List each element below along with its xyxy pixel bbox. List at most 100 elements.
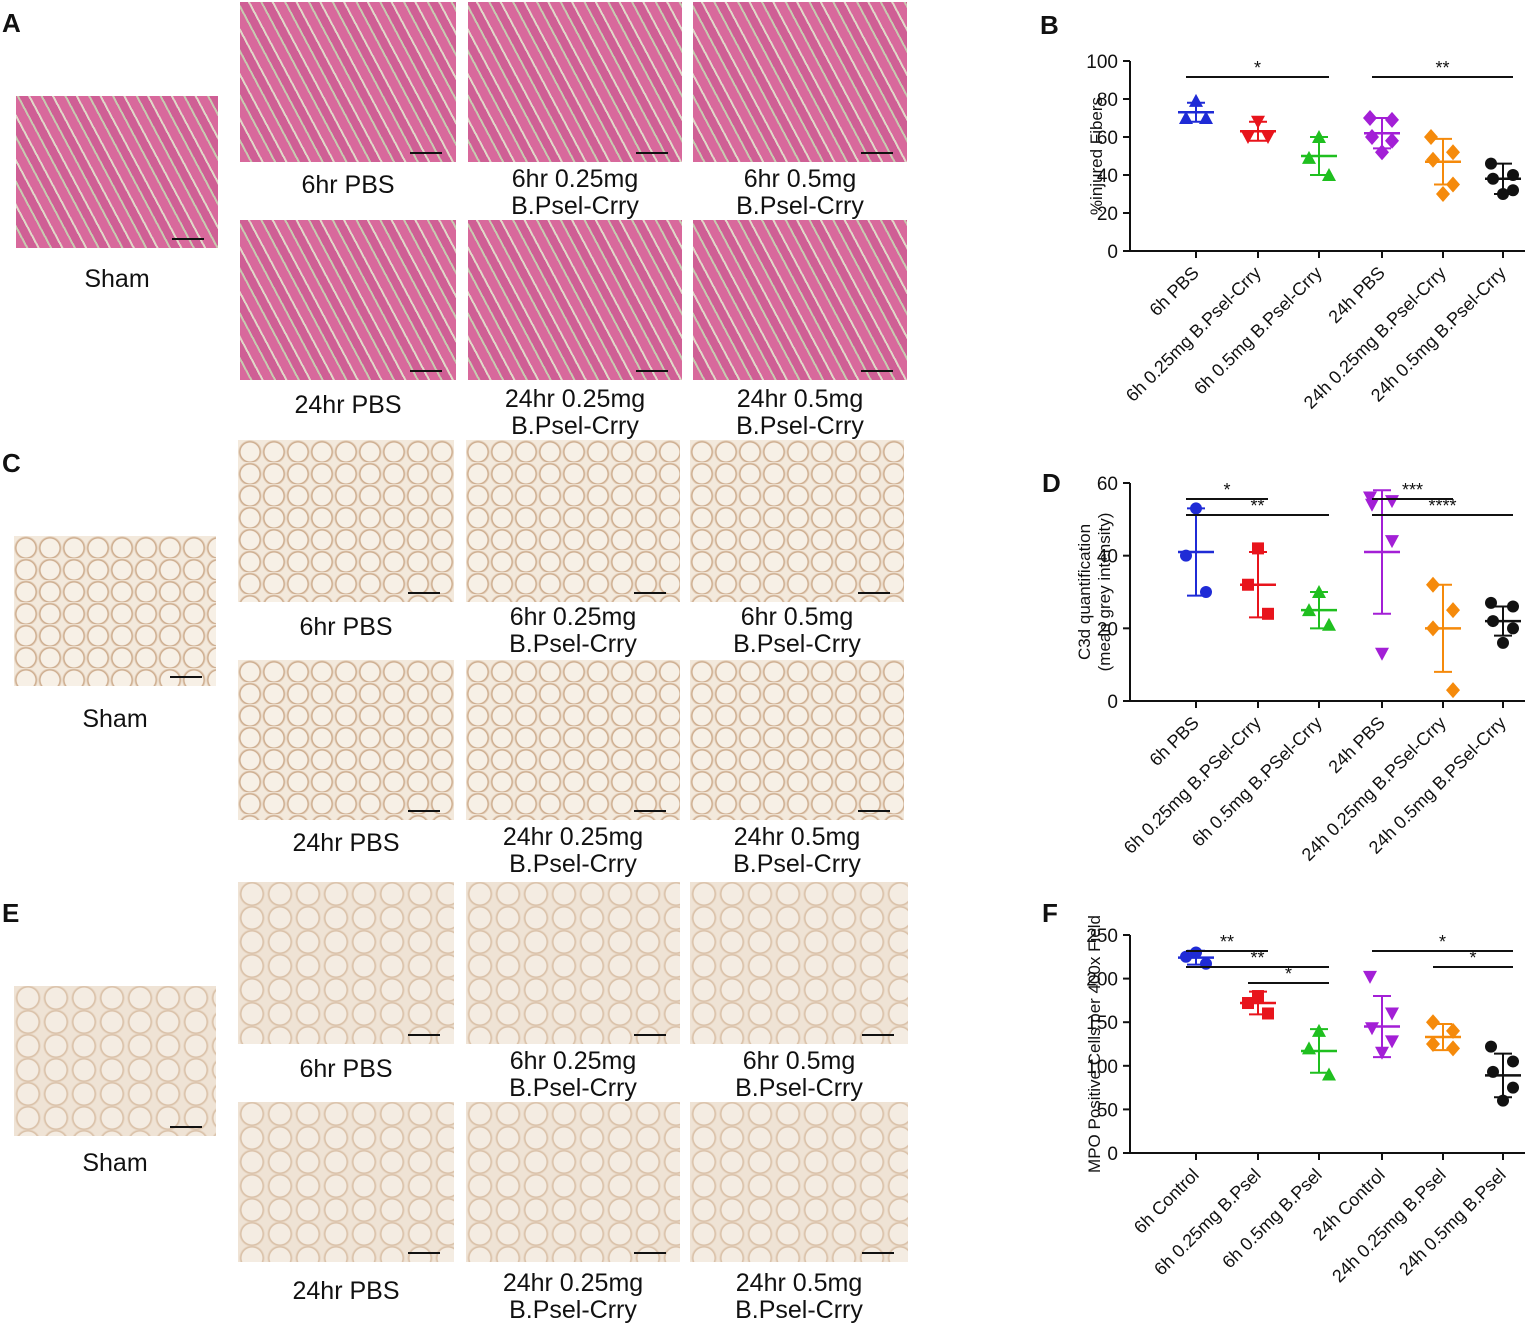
data-point	[1242, 578, 1254, 591]
data-point	[1363, 110, 1377, 126]
micrograph	[240, 220, 456, 380]
caption: 6hr 0.25mg B.Psel-Crry	[465, 166, 685, 220]
significance-label: *	[1254, 58, 1261, 78]
x-tick-label: 6h 0.25mg B.Psel-Crry	[1122, 263, 1265, 406]
data-point	[1312, 1023, 1326, 1037]
x-tick-label: 24h 0.5mg B.Psel-Crry	[1367, 263, 1510, 406]
caption-line: 6hr PBS	[299, 613, 393, 641]
caption: 6hr 0.5mg B.Psel-Crry	[687, 604, 907, 658]
caption: 24hr 0.5mg B.Psel-Crry	[687, 824, 907, 878]
y-tick-label: 250	[1086, 926, 1118, 947]
caption-line: 6hr 0.5mg	[740, 603, 854, 631]
y-tick-label: 60	[1097, 128, 1118, 149]
data-point	[1375, 647, 1389, 661]
data-point	[1200, 957, 1212, 970]
scale-bar	[170, 1126, 202, 1128]
micrograph	[238, 882, 454, 1044]
caption-sham: Sham	[7, 266, 227, 293]
scale-bar	[408, 810, 440, 812]
scale-bar	[858, 592, 890, 594]
data-point	[1302, 603, 1316, 617]
y-tick-label: 80	[1097, 90, 1118, 111]
scale-bar	[410, 152, 442, 154]
x-tick-label: 24h PBS	[1324, 263, 1388, 327]
significance-label: *	[1469, 948, 1476, 968]
caption-line: 6hr 0.5mg	[742, 1047, 856, 1075]
caption: 24hr PBS	[236, 830, 456, 857]
data-point	[1385, 495, 1399, 509]
caption: 24hr 0.5mg B.Psel-Crry	[689, 1270, 909, 1324]
caption: 24hr 0.25mg B.Psel-Crry	[463, 1270, 683, 1324]
data-point	[1242, 997, 1254, 1010]
data-point	[1507, 622, 1519, 635]
x-tick-label: 24h PBS	[1324, 713, 1388, 777]
chart-d: 0 20 40 60 C3d quantification (mean grey inte…	[1075, 474, 1525, 865]
panel-letter-f: F	[1042, 898, 1058, 928]
caption: 6hr 0.5mg B.Psel-Crry	[690, 166, 910, 220]
significance-label: *	[1223, 480, 1230, 500]
caption-line: 24hr 0.25mg	[502, 823, 644, 851]
caption-line: 24hr PBS	[294, 391, 402, 419]
micrograph	[238, 440, 454, 602]
data-point	[1507, 169, 1519, 181]
scale-bar	[861, 370, 893, 372]
data-point	[1426, 1014, 1440, 1031]
data-point	[1322, 1067, 1336, 1081]
data-point	[1180, 950, 1192, 963]
data-point	[1385, 111, 1399, 128]
caption-line: B.Psel-Crry	[509, 1074, 637, 1102]
data-point	[1302, 1041, 1316, 1055]
y-axis-label: MPO Positive Cells per 400x Field	[1085, 915, 1104, 1173]
data-point	[1190, 946, 1202, 959]
caption-line: B.Psel-Crry	[736, 192, 864, 220]
data-point	[1312, 585, 1326, 598]
caption-line: B.Psel-Crry	[509, 1296, 637, 1324]
data-point	[1485, 1040, 1497, 1053]
significance-label: *	[1285, 964, 1292, 984]
caption-line: B.Psel-Crry	[511, 192, 639, 220]
caption-line: B.Psel-Crry	[509, 850, 637, 878]
y-tick-label: 0	[1107, 242, 1118, 263]
scale-bar	[861, 152, 893, 154]
data-point	[1365, 129, 1379, 145]
scale-bar	[170, 676, 202, 678]
scale-bar	[634, 1252, 666, 1254]
caption-line: B.Psel-Crry	[735, 1296, 863, 1324]
scale-bar	[862, 1252, 894, 1254]
micrograph	[466, 882, 680, 1044]
data-point	[1487, 615, 1499, 628]
micrograph	[466, 440, 680, 602]
caption: 6hr 0.25mg B.Psel-Crry	[463, 1048, 683, 1102]
caption-sham: Sham	[5, 706, 225, 733]
scale-bar	[634, 1034, 666, 1036]
scale-bar	[408, 1034, 440, 1036]
x-tick-label: 24h 0.5mg B.PSel-Crry	[1365, 713, 1510, 858]
micrograph	[690, 660, 904, 820]
data-point	[1241, 131, 1255, 144]
caption-line: B.Psel-Crry	[733, 850, 861, 878]
data-point	[1252, 990, 1264, 1003]
data-point	[1252, 542, 1264, 555]
scale-bar	[858, 810, 890, 812]
data-point	[1199, 111, 1213, 124]
panel-letter-b: B	[1040, 10, 1059, 40]
x-tick-label: 6h 0.25mg B.Psel	[1150, 1165, 1265, 1280]
x-tick-label: 24h 0.25mg B.Psel-Crry	[1300, 263, 1450, 413]
micrograph	[690, 1102, 908, 1262]
data-point	[1446, 602, 1460, 619]
micrograph-sham	[14, 986, 216, 1136]
scale-bar	[636, 152, 668, 154]
x-tick-label: 24h Control	[1309, 1165, 1389, 1245]
data-point	[1487, 172, 1499, 185]
caption-line: 6hr PBS	[299, 1055, 393, 1083]
caption-line: 6hr 0.25mg	[511, 165, 639, 193]
significance-label: *	[1439, 932, 1446, 952]
caption: 24hr 0.25mg B.Psel-Crry	[463, 824, 683, 878]
x-tick-label: 6h 0.5mg B.Psel-Crry	[1190, 263, 1326, 399]
y-axis-label: %injured Fibers	[1087, 97, 1106, 215]
caption-sham: Sham	[5, 1150, 225, 1177]
data-point	[1426, 151, 1440, 168]
y-tick-label: 20	[1097, 204, 1118, 225]
caption-line: Sham	[82, 1149, 148, 1177]
micrograph	[466, 660, 680, 820]
